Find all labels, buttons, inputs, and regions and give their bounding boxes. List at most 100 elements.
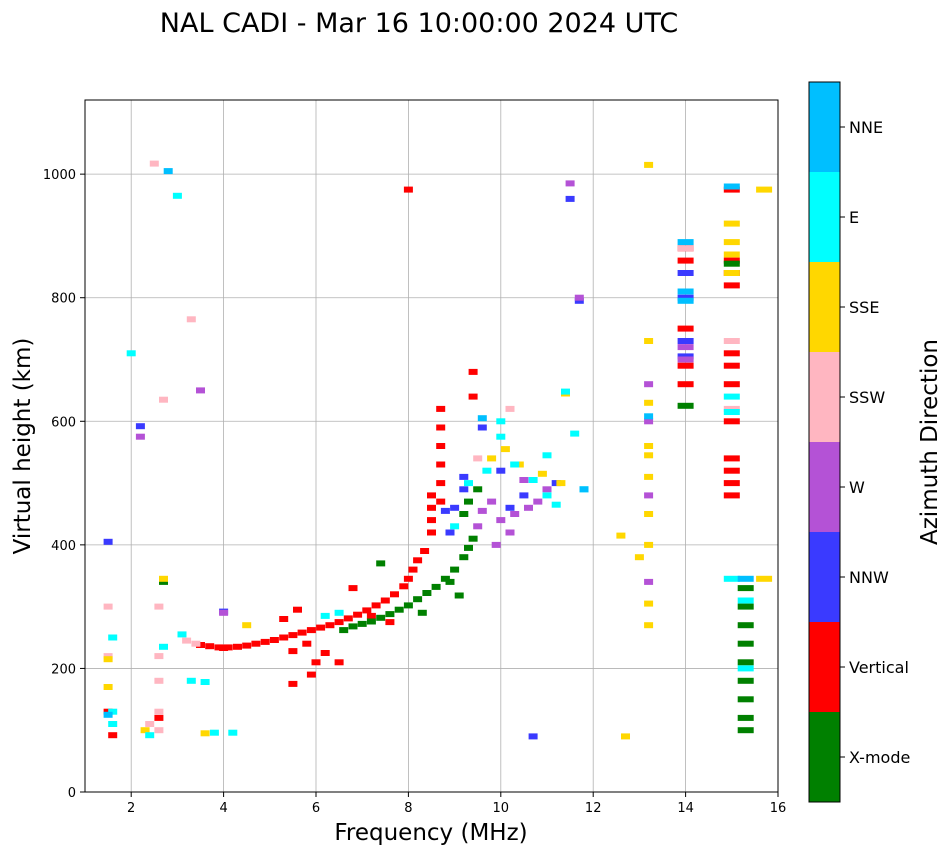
data-point	[616, 532, 626, 539]
data-point	[186, 316, 196, 323]
data-point	[723, 251, 740, 258]
y-tick-label: 600	[51, 415, 76, 430]
data-point	[542, 452, 552, 459]
data-point	[723, 405, 740, 412]
data-point	[108, 721, 118, 727]
data-point	[260, 638, 270, 645]
colorbar-swatch	[809, 712, 840, 802]
data-point	[269, 637, 279, 643]
data-point	[482, 467, 492, 474]
data-point	[519, 492, 529, 499]
data-point	[496, 467, 506, 474]
data-point	[223, 644, 233, 651]
data-point	[644, 413, 654, 420]
data-point	[519, 477, 529, 483]
data-point	[325, 622, 335, 629]
data-point	[242, 622, 252, 629]
data-point	[644, 161, 654, 168]
data-point	[145, 732, 155, 739]
data-point	[756, 575, 773, 582]
data-point	[436, 424, 446, 431]
data-point	[574, 294, 584, 301]
data-point	[723, 467, 740, 474]
data-point	[677, 362, 694, 369]
data-point	[723, 270, 740, 276]
data-point	[394, 606, 404, 613]
data-point	[408, 566, 418, 573]
data-point	[445, 529, 455, 536]
data-point	[487, 498, 497, 505]
data-point	[514, 461, 524, 468]
data-point	[579, 486, 589, 493]
data-point	[159, 396, 168, 403]
data-point	[542, 492, 552, 499]
data-point	[737, 597, 754, 604]
data-point	[542, 486, 552, 493]
data-point	[477, 507, 487, 514]
data-point	[311, 659, 321, 666]
series-vertical	[103, 186, 740, 739]
data-point	[644, 600, 654, 607]
data-point	[644, 578, 654, 585]
data-point	[191, 640, 201, 647]
data-point	[103, 708, 113, 715]
data-point	[723, 381, 740, 388]
data-point	[723, 409, 740, 415]
data-point	[737, 575, 754, 582]
data-point	[154, 708, 164, 715]
data-point	[427, 529, 436, 536]
data-point	[376, 560, 386, 567]
data-point	[385, 619, 395, 626]
data-point	[293, 606, 302, 613]
data-point	[440, 575, 450, 582]
data-point	[135, 423, 145, 430]
data-point	[200, 679, 210, 685]
colorbar-label: X-mode	[849, 748, 910, 767]
data-point	[723, 575, 740, 582]
data-point	[464, 544, 473, 551]
data-point	[533, 498, 543, 505]
data-point	[279, 616, 289, 622]
data-point	[251, 640, 261, 647]
colorbar-label: SSW	[849, 388, 885, 407]
data-point	[737, 585, 754, 592]
data-point	[723, 393, 740, 400]
data-point	[242, 642, 252, 649]
data-point	[723, 260, 740, 267]
data-point	[445, 578, 455, 585]
data-point	[177, 631, 187, 638]
data-point	[737, 603, 754, 610]
x-tick-label: 4	[219, 801, 227, 816]
data-point	[644, 443, 654, 449]
data-point	[343, 615, 353, 622]
data-point	[422, 590, 432, 596]
data-point	[459, 473, 469, 480]
data-point	[454, 592, 464, 599]
y-tick-label: 200	[51, 662, 76, 677]
data-point	[677, 325, 694, 332]
data-point	[159, 643, 168, 650]
data-point	[644, 381, 654, 388]
data-point	[496, 517, 506, 524]
data-point	[200, 730, 210, 737]
data-point	[496, 433, 506, 440]
data-point	[551, 480, 561, 487]
data-point	[723, 220, 740, 227]
data-point	[677, 353, 694, 360]
series-w	[135, 180, 694, 616]
colorbar-label: W	[849, 478, 865, 497]
data-point	[574, 297, 584, 304]
colorbar-swatch	[809, 442, 840, 532]
data-point	[450, 566, 460, 573]
data-point	[505, 529, 515, 536]
data-point	[723, 257, 740, 264]
data-point	[149, 160, 159, 167]
data-point	[353, 611, 363, 618]
data-point	[348, 585, 358, 592]
data-point	[380, 597, 390, 604]
data-point	[723, 362, 740, 369]
series-e	[108, 192, 754, 739]
data-point	[537, 470, 547, 477]
data-point	[154, 677, 164, 684]
